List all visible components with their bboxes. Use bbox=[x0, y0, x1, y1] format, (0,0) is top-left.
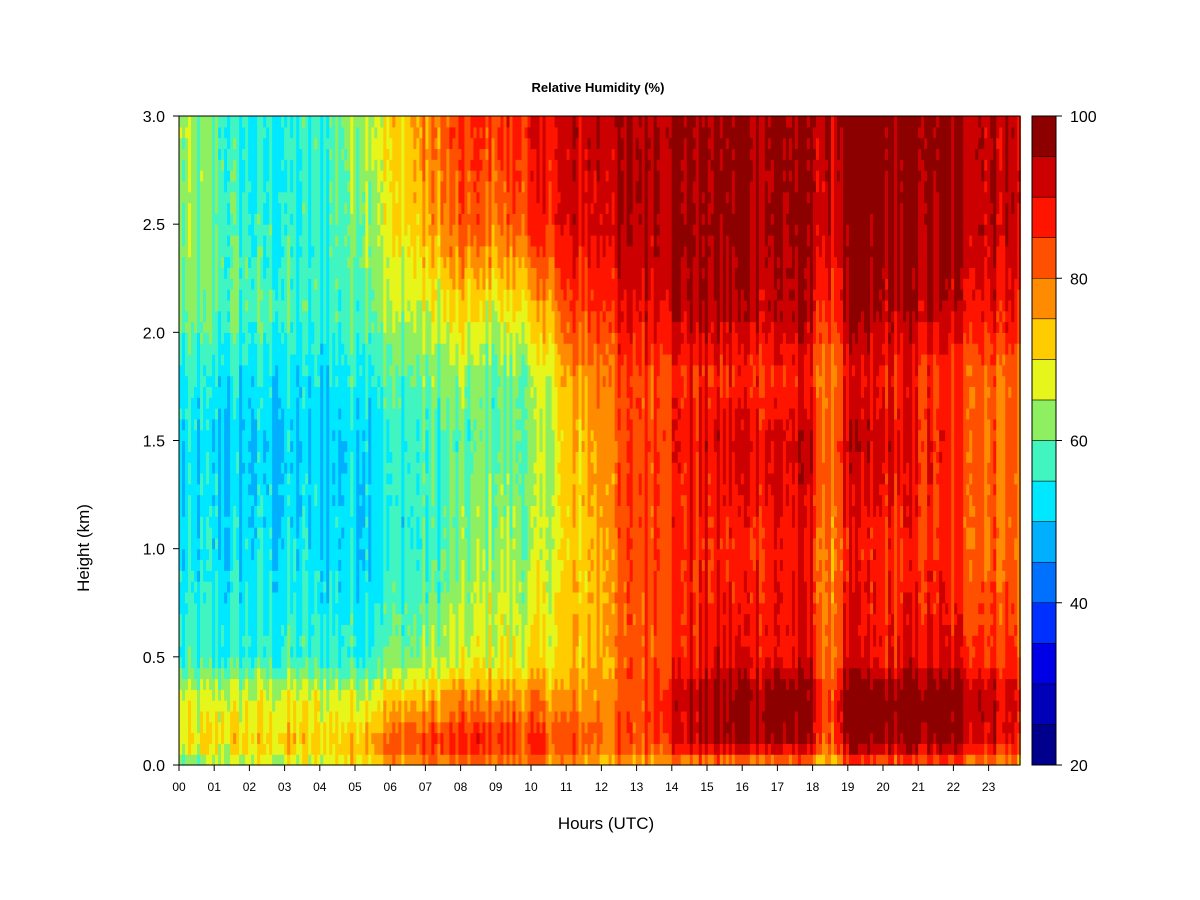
rh-chart: Relative Humidity (%) 0.00.51.01.52.02.5… bbox=[0, 0, 1200, 900]
chart-title: Relative Humidity (%) bbox=[532, 80, 665, 95]
heatmap bbox=[179, 116, 1021, 766]
